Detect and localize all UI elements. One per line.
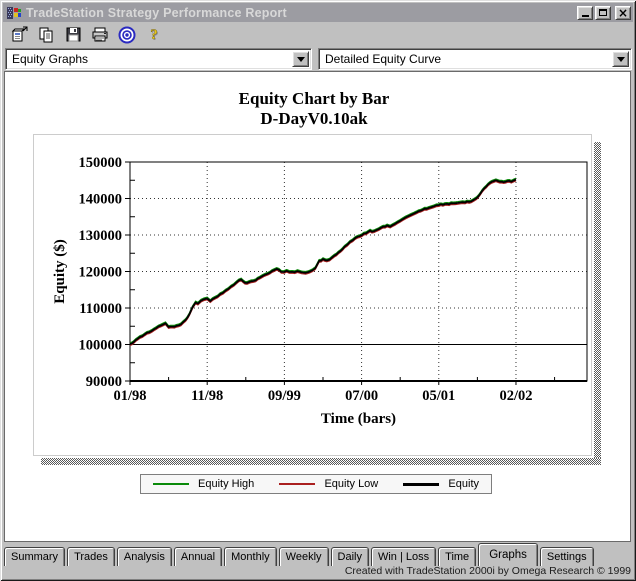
- tab-label: Trades: [74, 551, 108, 563]
- selector-row: Equity Graphs Detailed Equity Curve: [3, 47, 633, 71]
- tab-weekly[interactable]: Weekly: [278, 547, 329, 566]
- tab-label: Monthly: [231, 551, 270, 563]
- maximize-button[interactable]: [595, 5, 611, 20]
- svg-text:110000: 110000: [79, 301, 122, 317]
- legend-item: Equity High: [153, 478, 254, 490]
- omega-logo-icon[interactable]: [118, 26, 136, 44]
- tab-settings[interactable]: Settings: [539, 547, 594, 566]
- svg-text:120000: 120000: [79, 265, 123, 281]
- statusbar-text: Created with TradeStation 2000i by Omega…: [344, 565, 631, 577]
- svg-text:140000: 140000: [79, 192, 123, 208]
- chart-heading: Equity Chart by Bar D-DayV0.10ak: [5, 89, 623, 129]
- tab-label: Daily: [337, 551, 362, 563]
- equity-chart-svg: 90000 100000 110000 120000 130000 140000 15000…: [52, 155, 588, 427]
- legend-label: Equity: [448, 478, 479, 490]
- tab-time[interactable]: Time: [438, 547, 477, 566]
- legend-line-sample: [403, 482, 440, 486]
- svg-text:90000: 90000: [86, 374, 122, 390]
- minimize-button[interactable]: [577, 5, 593, 20]
- report-category-select[interactable]: Equity Graphs: [5, 48, 312, 70]
- tab-label: Annual: [180, 551, 216, 563]
- chart-shadow-bottom: [41, 458, 601, 465]
- svg-text:130000: 130000: [79, 228, 123, 244]
- tab-label: Analysis: [123, 551, 165, 563]
- legend-label: Equity High: [198, 478, 255, 490]
- tabbar: Summary Trades Analysis Annual Monthly Weekly…: [2, 543, 634, 566]
- print-icon[interactable]: [91, 26, 109, 44]
- legend-line-sample: [153, 483, 189, 485]
- legend-item: Equity Low: [279, 478, 378, 490]
- chart-title: Equity Chart by Bar: [238, 89, 390, 108]
- help-icon[interactable]: ? ?: [145, 26, 163, 44]
- tab-label: Time: [445, 551, 470, 563]
- chevron-down-icon: [296, 57, 305, 66]
- svg-text:150000: 150000: [79, 155, 123, 171]
- tab-win-loss[interactable]: Win | Loss: [370, 547, 437, 566]
- app-icon: [5, 4, 23, 22]
- close-icon: ×: [617, 5, 629, 20]
- tab-label: Weekly: [285, 551, 322, 563]
- svg-text:09/99: 09/99: [268, 388, 301, 404]
- chevron-down-icon: [616, 57, 625, 66]
- legend-label: Equity Low: [324, 478, 379, 490]
- tab-monthly[interactable]: Monthly: [224, 547, 277, 566]
- toolbar: ? ?: [3, 22, 633, 47]
- window-title: TradeStation Strategy Performance Report: [26, 5, 287, 20]
- graph-type-select[interactable]: Detailed Equity Curve: [318, 48, 632, 70]
- graph-type-dropdown-button[interactable]: [612, 51, 629, 67]
- svg-text:01/98: 01/98: [113, 388, 146, 404]
- svg-text:07/00: 07/00: [345, 388, 378, 404]
- report-properties-icon[interactable]: [10, 26, 28, 44]
- chart-subtitle: D-DayV0.10ak: [260, 109, 368, 128]
- legend-line-sample: [279, 483, 316, 485]
- report-page: Equity Chart by Bar D-DayV0.10ak 90000 10…: [4, 71, 631, 542]
- maximize-icon: [599, 9, 607, 16]
- legend-item: Equity: [403, 478, 479, 490]
- tab-trades[interactable]: Trades: [67, 547, 115, 566]
- tab-daily[interactable]: Daily: [330, 547, 369, 566]
- tab-annual[interactable]: Annual: [173, 547, 223, 566]
- svg-text:100000: 100000: [79, 338, 123, 354]
- tab-label: Settings: [546, 551, 587, 563]
- close-button[interactable]: ×: [615, 5, 631, 20]
- svg-text:05/01: 05/01: [422, 388, 455, 404]
- save-icon[interactable]: [64, 26, 82, 44]
- svg-text:02/02: 02/02: [499, 388, 532, 404]
- graph-type-value: Detailed Equity Curve: [325, 52, 442, 66]
- svg-text:11/98: 11/98: [191, 388, 223, 404]
- svg-text:?: ?: [150, 27, 158, 43]
- minimize-icon: [581, 15, 589, 17]
- chart-box: 90000 100000 110000 120000 130000 140000 15000…: [33, 134, 592, 456]
- report-category-dropdown-button[interactable]: [292, 51, 309, 67]
- tab-analysis[interactable]: Analysis: [116, 547, 172, 566]
- svg-text:?: ?: [151, 28, 159, 43]
- report-category-value: Equity Graphs: [12, 52, 89, 66]
- tab-label: Summary: [11, 551, 59, 563]
- titlebar[interactable]: TradeStation Strategy Performance Report…: [3, 3, 633, 22]
- chart-shadow-right: [594, 142, 601, 464]
- copy-icon[interactable]: [37, 26, 55, 44]
- tab-summary[interactable]: Summary: [4, 547, 66, 566]
- tab-label: Graphs: [489, 549, 527, 561]
- tab-label: Win | Loss: [377, 551, 430, 563]
- svg-text:Time (bars): Time (bars): [321, 411, 396, 427]
- chart-legend: Equity High Equity Low Equity: [140, 474, 492, 494]
- tab-graphs[interactable]: Graphs: [478, 543, 538, 566]
- svg-text:Equity ($): Equity ($): [52, 239, 68, 304]
